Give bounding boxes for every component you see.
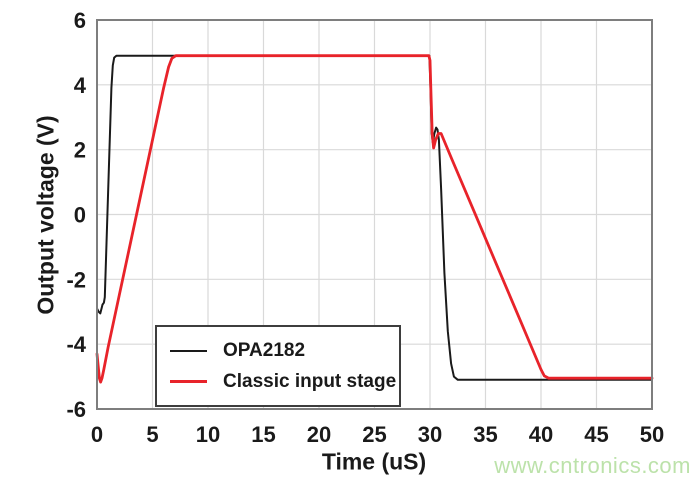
x-tick-label: 20 (307, 422, 331, 447)
chart-legend: OPA2182 Classic input stage (155, 325, 401, 407)
legend-label: Classic input stage (223, 370, 397, 392)
x-tick-label: 30 (418, 422, 442, 447)
y-axis-title: Output voltage (V) (32, 115, 59, 315)
x-axis-title: Time (uS) (321, 448, 427, 475)
y-tick-label: -2 (66, 267, 86, 292)
y-tick-label: 0 (74, 203, 86, 228)
plot-frame (96, 19, 653, 410)
x-tick-label: 10 (196, 422, 220, 447)
x-tick-label: 25 (362, 422, 386, 447)
legend-label: OPA2182 (223, 339, 306, 361)
x-tick-label: 50 (640, 422, 664, 447)
series-line-classic-input-stage (95, 54, 654, 384)
y-tick-label: 4 (74, 73, 87, 98)
x-tick-label: 45 (584, 422, 608, 447)
y-tick-label: 2 (74, 138, 86, 163)
y-tick-label: -4 (66, 332, 86, 357)
y-tick-label: -6 (66, 397, 86, 422)
y-tick-label: 6 (74, 8, 86, 33)
legend-line-sample-red (170, 380, 207, 383)
x-tick-label: 40 (529, 422, 553, 447)
legend-item-classic-input-stage: Classic input stage (170, 371, 399, 393)
legend-item-opa2182: OPA2182 (170, 340, 399, 362)
watermark-text: www.cntronics.com (494, 453, 691, 478)
x-tick-label: 35 (473, 422, 497, 447)
x-tick-label: 5 (146, 422, 158, 447)
x-tick-label: 15 (251, 422, 275, 447)
legend-line-sample-black (170, 349, 207, 352)
x-tick-label: 0 (91, 422, 103, 447)
